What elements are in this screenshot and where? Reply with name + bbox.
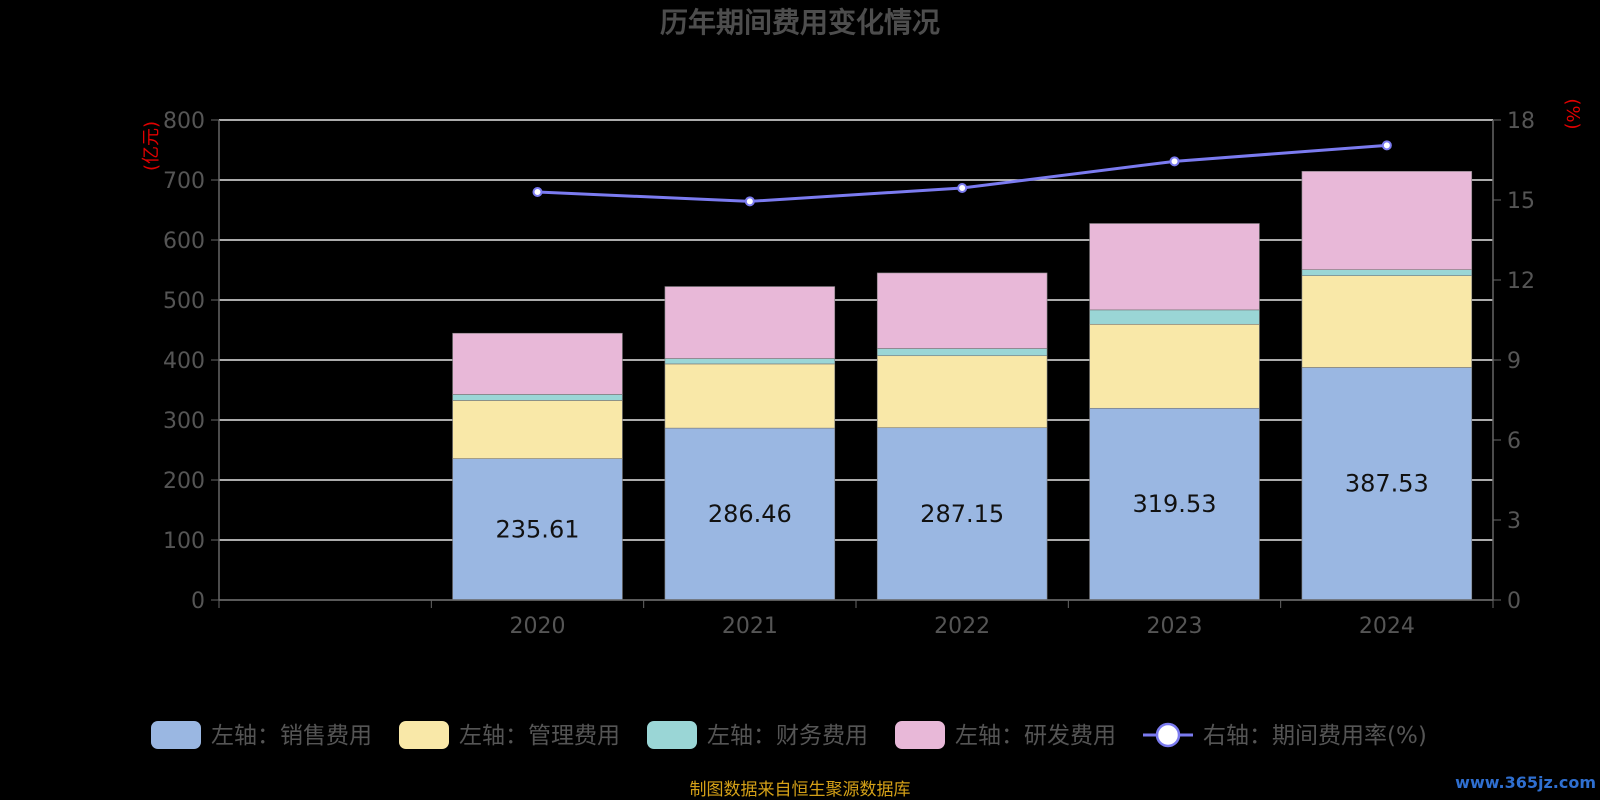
bar-segment-2 [876, 355, 1048, 429]
data-label: 286.46 [708, 500, 792, 528]
bar-segment-3 [452, 394, 623, 401]
bar-segment-2 [1089, 323, 1260, 409]
legend-label[interactable]: 左轴：管理费用 [459, 723, 620, 749]
bars [452, 170, 1473, 601]
x-tick-label: 2023 [1147, 614, 1203, 639]
legend-marker-icon[interactable] [1155, 722, 1181, 748]
right-tick-label: 3 [1507, 509, 1521, 534]
left-tick-label: 400 [163, 349, 205, 374]
legend: 左轴：销售费用 左轴：管理费用 左轴：财务费用 左轴：研发费用 右轴：期间费用率(%) [151, 721, 1427, 749]
bar-segment-4 [664, 286, 836, 359]
legend-label[interactable]: 左轴：销售费用 [211, 723, 372, 749]
bar-segment-1 [452, 458, 623, 601]
bar-segment-1 [1089, 407, 1260, 601]
right-tick-label: 9 [1507, 349, 1521, 374]
x-tick-label: 2022 [934, 614, 990, 639]
bar-segment-3 [1301, 269, 1473, 276]
left-tick-label: 700 [163, 169, 205, 194]
left-tick-label: 800 [163, 109, 205, 134]
data-label: 235.61 [496, 515, 580, 543]
left-tick-label: 500 [163, 289, 205, 314]
bar-segment-2 [1301, 275, 1473, 368]
left-tick-label: 200 [163, 469, 205, 494]
bar-segment-2 [664, 363, 836, 429]
bar-segment-3 [664, 358, 836, 365]
grid-lines [219, 119, 1493, 601]
x-tick-label: 2021 [722, 614, 778, 639]
x-tick-label: 2020 [510, 614, 566, 639]
left-tick-label: 600 [163, 229, 205, 254]
bar-segment-3 [876, 348, 1048, 357]
right-tick-label: 12 [1507, 269, 1535, 294]
left-tick-label: 300 [163, 409, 205, 434]
source-note: 制图数据来自恒生聚源数据库 [690, 780, 911, 800]
line-point [1381, 140, 1392, 151]
legend-label[interactable]: 左轴：研发费用 [955, 723, 1116, 749]
right-tick-label: 15 [1507, 189, 1535, 214]
line-point [957, 183, 968, 193]
bar-segment-1 [876, 427, 1048, 601]
chart-title: 历年期间费用变化情况 [660, 6, 940, 39]
legend-swatch[interactable] [647, 721, 697, 749]
legend-swatch[interactable] [399, 721, 449, 749]
line-point [744, 196, 755, 207]
data-label: 387.53 [1345, 470, 1429, 498]
bar-segment-4 [1089, 223, 1260, 311]
bar-segment-1 [664, 427, 836, 601]
bar-segment-4 [876, 272, 1048, 349]
right-tick-label: 6 [1507, 429, 1521, 454]
left-tick-label: 100 [163, 529, 205, 554]
legend-label[interactable]: 左轴：财务费用 [707, 723, 868, 749]
line-point [532, 187, 543, 197]
legend-label[interactable]: 右轴：期间费用率(%) [1203, 723, 1427, 749]
right-axis-unit: (%) [1562, 98, 1583, 129]
legend-swatch[interactable] [895, 721, 945, 749]
right-tick-label: 0 [1507, 589, 1521, 614]
right-tick-label: 18 [1507, 109, 1535, 134]
watermark: www.365jz.com [1455, 773, 1596, 792]
bar-segment-1 [1301, 367, 1473, 601]
rate-line [532, 140, 1392, 207]
axes: 0 100 200 300 400 500 600 700 800 0 3 6 9 12 15 18 2020 2… [163, 109, 1535, 639]
left-axis-unit: (亿元) [141, 121, 162, 171]
bar-segment-4 [1301, 170, 1473, 270]
legend-swatch[interactable] [151, 721, 201, 749]
bar-segment-2 [452, 400, 623, 459]
bar-segment-4 [452, 332, 623, 395]
data-labels: 235.61 286.46 287.15 319.53 387.53 [496, 470, 1429, 544]
data-label: 319.53 [1133, 490, 1217, 518]
left-tick-label: 0 [191, 589, 205, 614]
bar-segment-3 [1089, 309, 1260, 325]
x-tick-label: 2024 [1359, 614, 1415, 639]
data-label: 287.15 [920, 500, 1004, 528]
line-point [1169, 156, 1180, 167]
